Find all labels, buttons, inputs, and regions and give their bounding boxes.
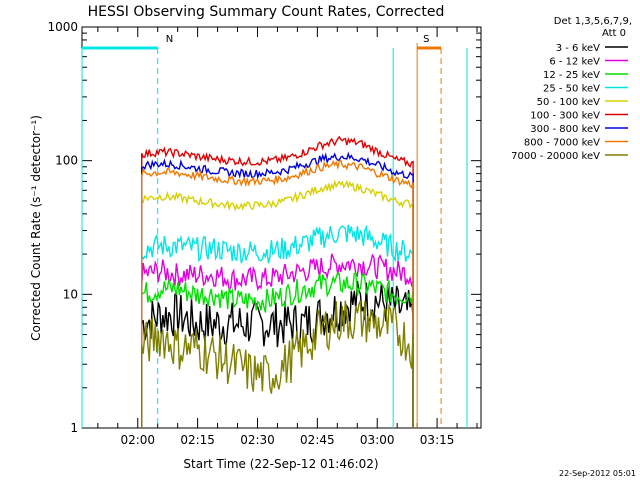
series-line: [140, 179, 414, 428]
footer-date: 22-Sep-2012 05:01: [559, 469, 636, 478]
legend-entry-label: 50 - 100 keV: [537, 97, 601, 108]
x-tick-label: 03:00: [360, 433, 395, 447]
series-group: [140, 135, 414, 428]
y-tick-label: 100: [55, 154, 78, 168]
x-tick-label: 02:30: [240, 433, 275, 447]
y-axis-label: Corrected Count Rate (s⁻¹ detector⁻¹): [29, 115, 43, 341]
chart-title: HESSI Observing Summary Count Rates, Cor…: [88, 4, 445, 20]
legend-entry-label: 7000 - 20000 keV: [511, 151, 600, 162]
series-line: [140, 253, 414, 428]
x-tick-label: 03:15: [420, 433, 455, 447]
series-line: [140, 300, 414, 428]
series-line: [140, 224, 414, 428]
axes: 1 10 100 1000 02:00 02:15 02:30 02:45 03:00 03:15: [47, 20, 482, 447]
legend: Det 1,3,5,6,7,9,Att 03 - 6 keV 6 - 12 keV…: [511, 16, 632, 162]
series-line: [140, 280, 414, 428]
x-tick-label: 02:45: [300, 433, 335, 447]
legend-entry-label: 3 - 6 keV: [556, 43, 600, 54]
series-line: [140, 151, 414, 428]
legend-title: Det 1,3,5,6,7,9,: [554, 16, 632, 27]
x-axis-label: Start Time (22-Sep-12 01:46:02): [183, 457, 378, 471]
y-tick-label: 10: [63, 287, 78, 301]
legend-entry-label: 6 - 12 keV: [549, 57, 600, 68]
x-tick-label: 02:15: [180, 433, 215, 447]
series-line: [140, 159, 414, 428]
marker-label: N: [166, 34, 173, 45]
series-line: [140, 271, 414, 428]
legend-entry-label: 12 - 25 keV: [543, 70, 600, 81]
series-line: [140, 135, 414, 428]
legend-entry-label: 800 - 7000 keV: [524, 138, 600, 149]
legend-entry-label: 25 - 50 keV: [543, 84, 600, 95]
legend-entry-label: 300 - 800 keV: [530, 124, 600, 135]
legend-title: Att 0: [602, 28, 626, 39]
x-tick-label: 02:00: [120, 433, 155, 447]
y-tick-label: 1000: [47, 20, 78, 34]
marker-label: S: [423, 34, 429, 45]
legend-entry-label: 100 - 300 keV: [530, 111, 600, 122]
y-tick-label: 1: [70, 421, 78, 435]
